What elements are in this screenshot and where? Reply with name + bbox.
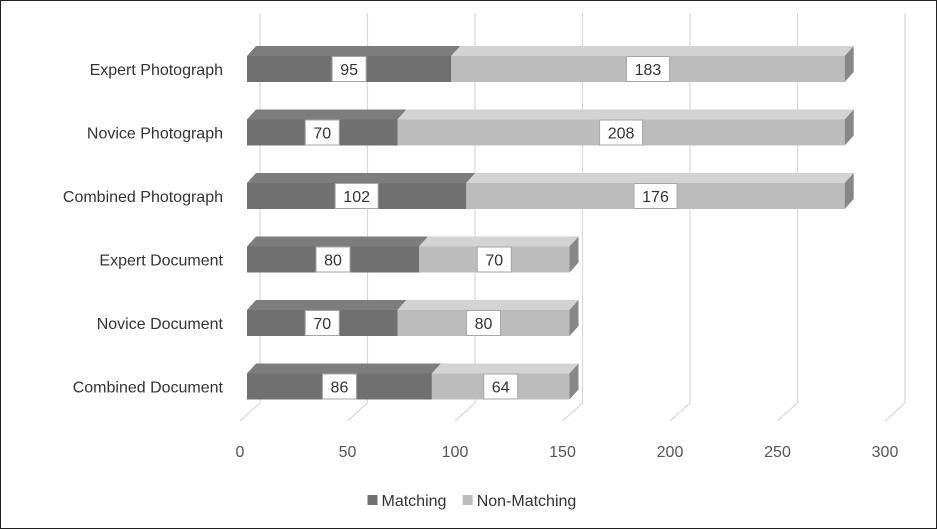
data-label: 70 [485, 253, 503, 270]
data-label-box [331, 56, 367, 82]
bar-segment-top [247, 109, 407, 120]
data-label-box [315, 246, 351, 273]
bar-segment-top [451, 46, 854, 56]
data-label-box [625, 56, 670, 82]
category-label: Novice Photograph [87, 126, 223, 143]
data-label-box [633, 183, 678, 209]
bar-segment-side [569, 300, 579, 336]
bar-row: Combined Document 86 64 [73, 363, 579, 400]
gridline-base [562, 402, 583, 422]
legend-swatch [462, 495, 473, 505]
bar-segment-side [844, 173, 854, 209]
data-label: 70 [313, 316, 331, 333]
category-label: Combined Document [73, 380, 224, 397]
bar-segment-side [569, 363, 579, 400]
data-label-box [334, 183, 379, 209]
legend-swatch [367, 495, 378, 505]
bar-row: Novice Document 70 80 [97, 300, 579, 336]
data-label-box [599, 119, 644, 146]
data-label: 86 [331, 380, 349, 397]
legend-label: Matching [382, 493, 447, 510]
bar-segment-top [247, 173, 476, 183]
category-label: Expert Document [99, 253, 223, 270]
data-label-box [483, 373, 519, 400]
data-label: 70 [313, 126, 331, 143]
data-label: 183 [635, 62, 662, 79]
bar-segment-top [397, 109, 854, 120]
x-tick-label: 50 [339, 444, 357, 461]
data-label: 176 [642, 189, 669, 206]
legend-label: Non-Matching [477, 493, 577, 510]
bar-row: Expert Document 80 70 [99, 236, 579, 273]
data-label: 64 [492, 380, 510, 397]
gridline-base [347, 402, 368, 422]
x-tick-label: 250 [764, 444, 791, 461]
data-label: 80 [475, 316, 493, 333]
gridline-base [884, 402, 906, 422]
data-label: 95 [340, 62, 358, 79]
bar-segment-top [247, 46, 461, 56]
bar-segment-top [419, 236, 579, 247]
gridline-base [669, 402, 691, 422]
gridline-base [777, 402, 798, 422]
x-tick-label: 0 [236, 444, 245, 461]
bar-segment-side [844, 109, 854, 146]
data-label-box [304, 119, 340, 146]
data-label-box [476, 246, 512, 273]
data-label-box [321, 373, 357, 400]
bar-segment-top [247, 300, 407, 310]
gridline-base [454, 402, 476, 422]
category-label: Combined Photograph [63, 189, 223, 206]
data-label: 208 [608, 126, 635, 143]
data-label-box [466, 310, 501, 336]
data-label-box [304, 310, 340, 336]
category-label: Expert Photograph [90, 62, 223, 79]
bar-segment-top [466, 173, 854, 183]
x-tick-label: 100 [442, 444, 469, 461]
bar-row: Novice Photograph 70 208 [87, 109, 854, 146]
bar-segment-side [569, 236, 579, 273]
bar-segment-top [247, 236, 428, 247]
x-tick-label: 150 [549, 444, 576, 461]
x-tick-label: 300 [872, 444, 899, 461]
x-tick-label: 200 [657, 444, 684, 461]
gridline-base [239, 402, 261, 422]
data-label: 102 [343, 189, 370, 206]
bar-segment-top [247, 363, 441, 374]
bar-row: Expert Photograph 95 183 [90, 46, 854, 82]
bar-segment-top [397, 300, 579, 310]
category-label: Novice Document [97, 316, 224, 333]
bar-segment-side [844, 46, 854, 82]
bar-segment-top [431, 363, 579, 374]
bar-row: Combined Photograph 102 176 [63, 173, 854, 209]
data-label: 80 [324, 253, 342, 270]
legend: Matching Non-Matching [367, 493, 577, 510]
